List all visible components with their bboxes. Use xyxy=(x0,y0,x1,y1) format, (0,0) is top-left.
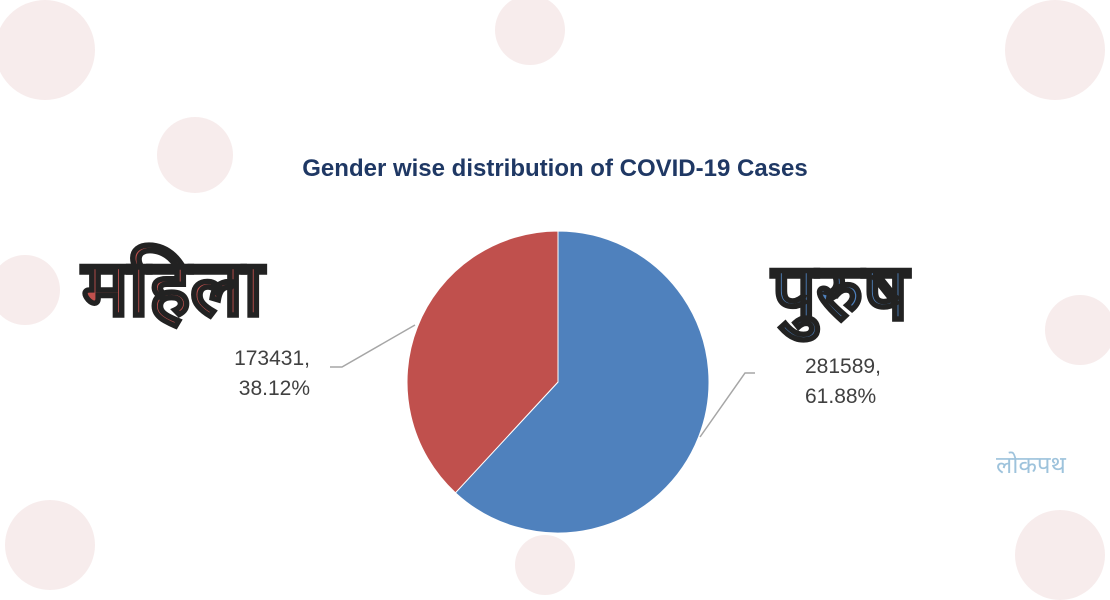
pie-slice xyxy=(406,230,559,494)
data-label: 173431, 38.12% xyxy=(234,347,310,400)
pie-slice xyxy=(454,230,710,534)
category-label: महिला xyxy=(80,243,264,336)
chart-title: Gender wise distribution of COVID-19 Cas… xyxy=(302,155,808,182)
data-label: 281589, 61.88% xyxy=(805,355,881,408)
leader-line xyxy=(699,372,755,438)
watermark: लोकपथ xyxy=(996,451,1066,479)
category-label: पुरुष xyxy=(770,247,909,340)
leader-line xyxy=(330,324,416,368)
